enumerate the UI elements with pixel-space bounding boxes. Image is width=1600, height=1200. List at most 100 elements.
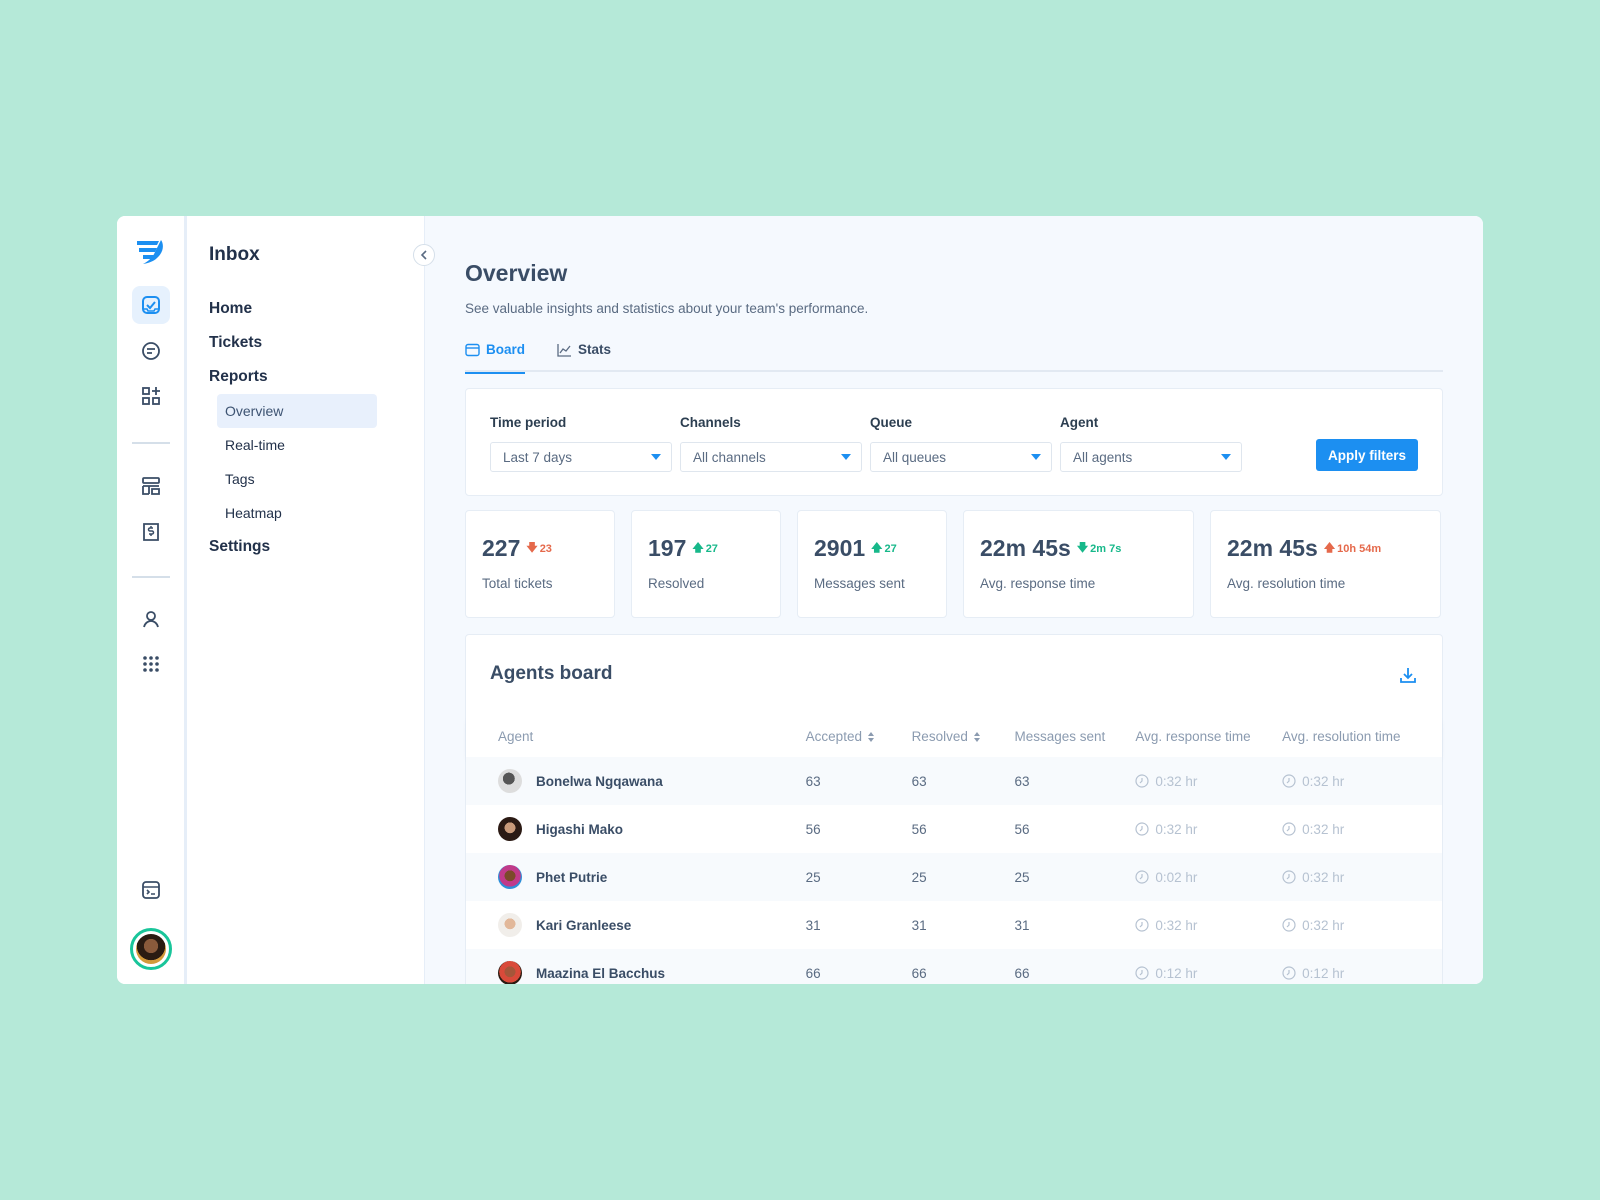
- table-row[interactable]: Higashi Mako 56 56 56 0:32 hr 0:32 hr: [466, 805, 1442, 853]
- table-row[interactable]: Phet Putrie 25 25 25 0:02 hr 0:32 hr: [466, 853, 1442, 901]
- nav-subitem-heatmap[interactable]: Heatmap: [225, 505, 282, 521]
- download-icon[interactable]: [1398, 665, 1418, 685]
- rail-more-button[interactable]: [132, 645, 170, 683]
- delta-badge: 🡅 27: [871, 539, 897, 558]
- page-title: Overview: [465, 260, 568, 286]
- delta-value: 27: [705, 542, 718, 555]
- arrow-up-icon: 🡅: [871, 542, 883, 554]
- column-header-avg-resolution-time: Avg. resolution time: [1282, 728, 1401, 744]
- clock-icon: [1135, 774, 1149, 788]
- nav-item-home[interactable]: Home: [209, 300, 253, 317]
- messages-value: 56: [1014, 821, 1030, 837]
- queue-select[interactable]: All queues: [870, 442, 1052, 472]
- rail-layout-button[interactable]: [132, 467, 170, 505]
- tab-board[interactable]: Board: [465, 342, 526, 374]
- stat-value: 2901: [814, 535, 866, 561]
- table-row[interactable]: Kari Granleese 31 31 31 0:32 hr 0:32 hr: [466, 901, 1442, 949]
- stat-card-avg-response-time: 22m 45s 🡇 2m 7s Avg. response time: [963, 510, 1194, 618]
- delta-badge: 🡅 10h 54m: [1324, 539, 1381, 558]
- nav-subitem-real-time[interactable]: Real-time: [225, 437, 285, 453]
- tab-board-label: Board: [486, 342, 526, 357]
- nav-item-settings[interactable]: Settings: [209, 538, 271, 555]
- rail-terminal-button[interactable]: [132, 871, 170, 909]
- messages-value: 66: [1014, 965, 1030, 981]
- rail-user-button[interactable]: [132, 600, 170, 638]
- agent-name: Higashi Mako: [536, 821, 624, 837]
- filters-panel: Time period Last 7 days Channels All cha…: [465, 388, 1443, 496]
- line-chart-icon: [557, 344, 572, 357]
- rail-inbox-button[interactable]: [132, 286, 170, 324]
- accepted-value: 56: [805, 821, 821, 837]
- nav-subitem-tags[interactable]: Tags: [225, 471, 255, 487]
- accepted-value: 25: [805, 869, 821, 885]
- caret-down-icon: [841, 454, 851, 460]
- time-period-select[interactable]: Last 7 days: [490, 442, 672, 472]
- filter-label: Queue: [870, 415, 913, 430]
- arrow-up-icon: 🡅: [1323, 542, 1336, 554]
- nav-item-tickets[interactable]: Tickets: [209, 334, 263, 351]
- filter-label: Time period: [490, 415, 567, 430]
- delta-badge: 🡇 23: [526, 539, 552, 558]
- filter-label: Channels: [680, 415, 741, 430]
- collapse-sidebar-button[interactable]: [413, 244, 435, 266]
- rail-apps-button[interactable]: [132, 377, 170, 415]
- table-row[interactable]: Bonelwa Ngqawana 63 63 63 0:32 hr 0:32 h…: [466, 757, 1442, 805]
- chevron-left-icon: [420, 250, 427, 260]
- stat-value: 22m 45s: [980, 535, 1071, 561]
- stat-value: 197: [648, 535, 687, 561]
- avg-response-value: 0:32 hr: [1155, 773, 1198, 789]
- resolved-value: 56: [911, 821, 927, 837]
- avg-response-value: 0:32 hr: [1155, 821, 1198, 837]
- resolved-value: 66: [911, 965, 927, 981]
- agent-name: Maazina El Bacchus: [536, 965, 666, 981]
- column-header-resolved[interactable]: Resolved: [912, 729, 1015, 744]
- column-label: Resolved: [911, 728, 968, 744]
- avg-response-value: 0:32 hr: [1155, 917, 1198, 933]
- accepted-value: 66: [805, 965, 821, 981]
- stats-row: 227 🡇 23 Total tickets 197 🡅 27 Resolved 2…: [465, 510, 1443, 618]
- sort-icon: [867, 731, 874, 742]
- filter-agent: Agent All agents: [1060, 415, 1242, 472]
- agent-name: Bonelwa Ngqawana: [536, 773, 663, 789]
- filter-channels: Channels All channels: [680, 415, 862, 472]
- delta-value: 27: [884, 542, 897, 555]
- logo-icon[interactable]: [135, 238, 167, 266]
- nav-title: Inbox: [209, 244, 260, 265]
- page-subtitle: See valuable insights and statistics abo…: [465, 301, 869, 316]
- inbox-check-icon: [142, 296, 160, 314]
- select-value: Last 7 days: [503, 449, 573, 465]
- rail-chat-button[interactable]: [132, 332, 170, 370]
- column-header-accepted[interactable]: Accepted: [806, 729, 912, 744]
- avg-resolution-value: 0:32 hr: [1302, 773, 1345, 789]
- table-row[interactable]: Maazina El Bacchus 66 66 66 0:12 hr 0:12…: [466, 949, 1442, 984]
- accepted-value: 63: [805, 773, 821, 789]
- billing-icon: [143, 523, 159, 541]
- nav-subitem-overview[interactable]: Overview: [217, 394, 377, 428]
- messages-value: 31: [1014, 917, 1030, 933]
- column-header-messages-sent: Messages sent: [1014, 728, 1106, 744]
- terminal-icon: [142, 881, 160, 899]
- resolved-value: 25: [911, 869, 927, 885]
- apply-filters-button[interactable]: Apply filters: [1315, 439, 1418, 471]
- agent-select[interactable]: All agents: [1060, 442, 1242, 472]
- agent-avatar: [498, 913, 522, 937]
- avg-response-value: 0:02 hr: [1155, 869, 1198, 885]
- stat-label: Avg. response time: [980, 576, 1096, 591]
- nav-item-reports[interactable]: Reports: [209, 368, 268, 385]
- tab-stats[interactable]: Stats: [557, 342, 611, 372]
- rail-billing-button[interactable]: [132, 513, 170, 551]
- accepted-value: 31: [805, 917, 821, 933]
- avatar-image: [136, 934, 166, 964]
- clock-icon: [1282, 774, 1296, 788]
- clock-icon: [1282, 822, 1296, 836]
- stat-value: 227: [482, 535, 521, 561]
- delta-value: 23: [539, 542, 552, 555]
- delta-badge: 🡅 27: [692, 539, 718, 558]
- avg-resolution-value: 0:32 hr: [1302, 869, 1345, 885]
- avg-resolution-value: 0:12 hr: [1302, 965, 1345, 981]
- agents-board: Agents board Agent Accepted Resolved Mes…: [465, 634, 1443, 984]
- agent-name: Phet Putrie: [536, 869, 608, 885]
- board-icon: [465, 343, 480, 357]
- user-avatar[interactable]: [130, 928, 172, 970]
- channels-select[interactable]: All channels: [680, 442, 862, 472]
